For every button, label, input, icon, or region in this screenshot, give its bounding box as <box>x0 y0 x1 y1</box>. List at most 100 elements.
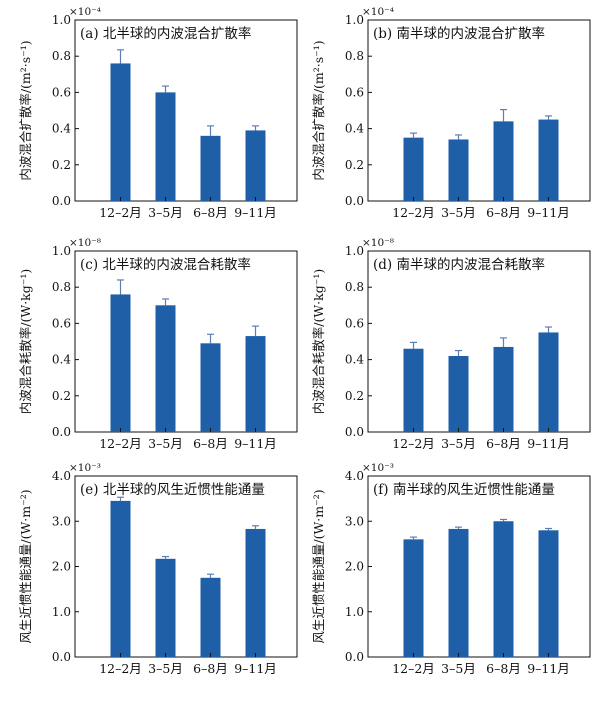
y-tick-label: 2.0 <box>345 560 364 574</box>
bar <box>403 137 424 201</box>
y-tick-label: 0.4 <box>52 122 71 136</box>
x-tick-label: 9–11月 <box>234 436 277 451</box>
panel-title: (a) 北半球的内波混合扩散率 <box>80 25 251 42</box>
x-tick-label: 12–2月 <box>392 661 435 676</box>
x-tick-label: 12–2月 <box>392 436 435 451</box>
plot-frame <box>74 19 298 202</box>
y-tick-label: 1.0 <box>52 13 71 27</box>
plot-frame <box>367 250 591 433</box>
y-tick-label: 0.0 <box>52 194 71 208</box>
bar <box>245 130 266 201</box>
y-multiplier: ×10⁻⁴ <box>362 6 394 18</box>
x-tick-label: 3–5月 <box>441 661 476 676</box>
x-tick-label: 6–8月 <box>486 436 521 451</box>
plot-frame <box>367 19 591 202</box>
y-tick-label: 0.6 <box>52 85 71 99</box>
y-axis-label: 内波混合扩散率/(m²·s⁻¹) <box>311 40 326 180</box>
y-tick-label: 3.0 <box>52 514 71 528</box>
y-tick-label: 0.2 <box>345 389 364 403</box>
chart-panel-c: 0.0 0.2 0.4 0.6 0.8 1.0×10⁻⁸ 内波混合耗散率/(W·kg⁻¹) (… <box>18 237 298 451</box>
chart-panel-f: 0.0 1.0 2.0 3.0 4.0×10⁻³ 风生近惯性能通量/(W·m⁻²) (f) … <box>311 462 591 676</box>
y-tick-label: 1.0 <box>345 605 364 619</box>
x-tick-label: 6–8月 <box>193 205 228 220</box>
y-tick-label: 1.0 <box>345 13 364 27</box>
bar <box>493 521 514 657</box>
bar <box>493 121 514 201</box>
chart-panel-e: 0.0 1.0 2.0 3.0 4.0×10⁻³ 风生近惯性能通量/(W·m⁻²) (e) … <box>18 462 298 676</box>
y-axis-label: 内波混合耗散率/(W·kg⁻¹) <box>311 269 326 414</box>
bar <box>403 539 424 657</box>
bar <box>403 348 424 432</box>
y-tick-label: 3.0 <box>345 514 364 528</box>
chart-panel-b: 0.0 0.2 0.4 0.6 0.8 1.0×10⁻⁴ 内波混合扩散率/(m²·s⁻¹) (… <box>311 6 591 220</box>
bar <box>538 119 559 201</box>
plot-frame <box>74 250 298 433</box>
x-tick-label: 12–2月 <box>99 661 142 676</box>
y-tick-label: 0.0 <box>345 194 364 208</box>
x-tick-label: 6–8月 <box>193 661 228 676</box>
y-multiplier: ×10⁻⁸ <box>362 237 394 249</box>
y-tick-label: 0.0 <box>345 425 364 439</box>
bar <box>200 135 221 201</box>
panel-title: (f) 南半球的风生近惯性能通量 <box>373 481 555 498</box>
x-tick-label: 9–11月 <box>527 205 570 220</box>
bar <box>448 355 469 432</box>
y-tick-label: 0.6 <box>345 85 364 99</box>
y-tick-label: 0.8 <box>52 280 71 294</box>
y-tick-label: 0.0 <box>52 425 71 439</box>
y-tick-label: 0.4 <box>52 353 71 367</box>
y-tick-label: 0.2 <box>52 158 71 172</box>
bar <box>538 530 559 657</box>
bar <box>538 332 559 432</box>
panel-title: (d) 南半球的内波混合耗散率 <box>373 256 545 273</box>
y-tick-label: 0.2 <box>52 389 71 403</box>
y-tick-label: 0.8 <box>345 280 364 294</box>
x-tick-label: 12–2月 <box>99 205 142 220</box>
x-tick-label: 12–2月 <box>99 436 142 451</box>
x-tick-label: 6–8月 <box>486 205 521 220</box>
panel-title: (e) 北半球的风生近惯性能通量 <box>80 481 265 498</box>
y-tick-label: 4.0 <box>345 469 364 483</box>
y-tick-label: 0.2 <box>345 158 364 172</box>
bar <box>110 63 131 201</box>
x-tick-label: 9–11月 <box>234 205 277 220</box>
bar <box>110 500 131 657</box>
y-tick-label: 0.8 <box>52 49 71 63</box>
y-axis-label: 内波混合扩散率/(m²·s⁻¹) <box>18 40 33 180</box>
y-tick-label: 4.0 <box>52 469 71 483</box>
x-tick-label: 9–11月 <box>527 436 570 451</box>
bar <box>245 528 266 657</box>
y-tick-label: 1.0 <box>345 244 364 258</box>
panel-title: (b) 南半球的内波混合扩散率 <box>373 25 545 42</box>
y-axis-label: 风生近惯性能通量/(W·m⁻²) <box>18 489 33 643</box>
bar <box>155 92 176 201</box>
y-tick-label: 0.6 <box>345 316 364 330</box>
bar <box>448 139 469 201</box>
y-tick-label: 0.4 <box>345 353 364 367</box>
y-multiplier: ×10⁻⁸ <box>69 237 101 249</box>
x-tick-label: 12–2月 <box>392 205 435 220</box>
x-tick-label: 6–8月 <box>486 661 521 676</box>
y-tick-label: 0.0 <box>52 650 71 664</box>
x-tick-label: 6–8月 <box>193 436 228 451</box>
bar <box>155 305 176 432</box>
bar <box>200 343 221 432</box>
y-tick-label: 1.0 <box>52 605 71 619</box>
chart-panel-d: 0.0 0.2 0.4 0.6 0.8 1.0×10⁻⁸ 内波混合耗散率/(W·kg⁻¹) (… <box>311 237 591 451</box>
y-multiplier: ×10⁻⁴ <box>69 6 101 18</box>
x-tick-label: 3–5月 <box>148 205 183 220</box>
x-tick-label: 3–5月 <box>441 205 476 220</box>
panel-title: (c) 北半球的内波混合耗散率 <box>80 256 251 273</box>
bar <box>110 294 131 432</box>
chart-panel-a: 0.0 0.2 0.4 0.6 0.8 1.0×10⁻⁴ 内波混合扩散率/(m²·s⁻¹) (… <box>18 6 298 220</box>
y-tick-label: 0.4 <box>345 122 364 136</box>
y-tick-label: 0.6 <box>52 316 71 330</box>
x-tick-label: 3–5月 <box>441 436 476 451</box>
bar <box>155 558 176 657</box>
bar <box>493 346 514 432</box>
y-axis-label: 风生近惯性能通量/(W·m⁻²) <box>311 489 326 643</box>
y-multiplier: ×10⁻³ <box>69 462 101 474</box>
bar <box>448 528 469 657</box>
x-tick-label: 3–5月 <box>148 436 183 451</box>
y-tick-label: 2.0 <box>52 560 71 574</box>
